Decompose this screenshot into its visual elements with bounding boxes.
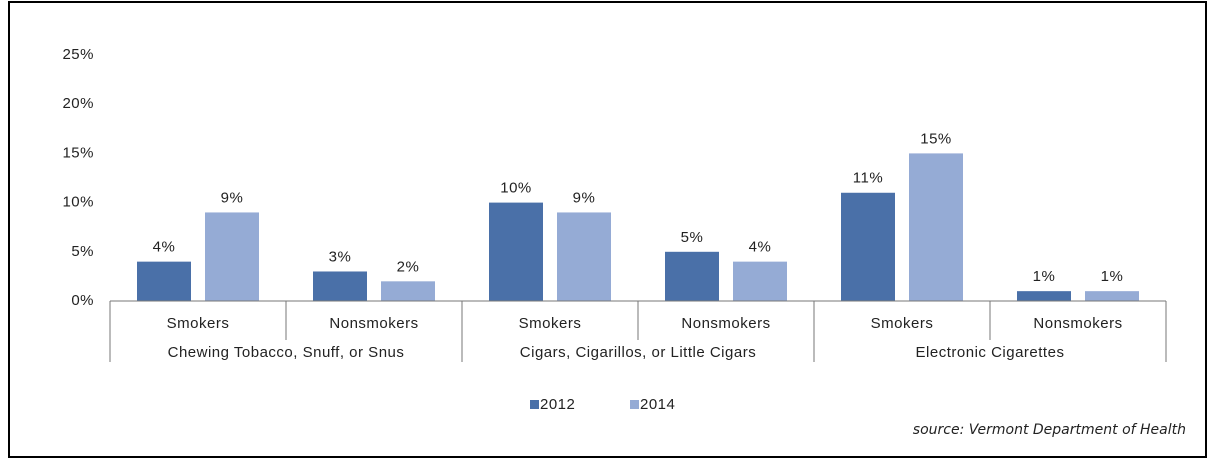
legend-label: 2014: [640, 396, 675, 413]
x-tick-label: Nonsmokers: [1033, 315, 1122, 332]
bar: [557, 212, 611, 301]
bar: [489, 202, 543, 301]
y-tick-label: 10%: [62, 194, 94, 211]
data-label: 9%: [221, 189, 244, 206]
x-tick-label: Smokers: [519, 315, 582, 332]
bar: [137, 261, 191, 301]
y-tick-label: 0%: [71, 292, 94, 309]
data-label: 4%: [153, 239, 176, 256]
data-label: 1%: [1033, 268, 1056, 285]
y-tick-label: 15%: [62, 144, 94, 161]
y-tick-label: 20%: [62, 95, 94, 112]
data-label: 11%: [853, 170, 883, 187]
bar: [205, 212, 259, 301]
bar: [909, 153, 963, 301]
data-label: 10%: [500, 180, 532, 197]
bar: [313, 271, 367, 301]
data-label: 1%: [1101, 268, 1124, 285]
data-label: 3%: [329, 248, 352, 265]
bar: [1017, 291, 1071, 301]
source-note: source: Vermont Department of Health: [913, 422, 1186, 438]
y-tick-label: 25%: [62, 46, 94, 63]
y-tick-label: 5%: [71, 243, 94, 260]
data-label: 2%: [397, 258, 420, 275]
bar: [733, 261, 787, 301]
legend-swatch: [630, 400, 639, 409]
data-label: 15%: [920, 130, 952, 147]
legend-label: 2012: [540, 396, 575, 413]
x-tick-label: Smokers: [871, 315, 934, 332]
group-label: Electronic Cigarettes: [916, 344, 1065, 361]
legend-swatch: [530, 400, 539, 409]
group-label: Cigars, Cigarillos, or Little Cigars: [520, 344, 756, 361]
bar: [381, 281, 435, 301]
bar: [665, 251, 719, 301]
group-label: Chewing Tobacco, Snuff, or Snus: [168, 344, 405, 361]
bar: [841, 192, 895, 301]
x-tick-label: Nonsmokers: [681, 315, 770, 332]
data-label: 9%: [573, 189, 596, 206]
x-tick-label: Nonsmokers: [329, 315, 418, 332]
bar: [1085, 291, 1139, 301]
data-label: 4%: [749, 239, 772, 256]
data-label: 5%: [681, 229, 704, 246]
x-tick-label: Smokers: [167, 315, 230, 332]
